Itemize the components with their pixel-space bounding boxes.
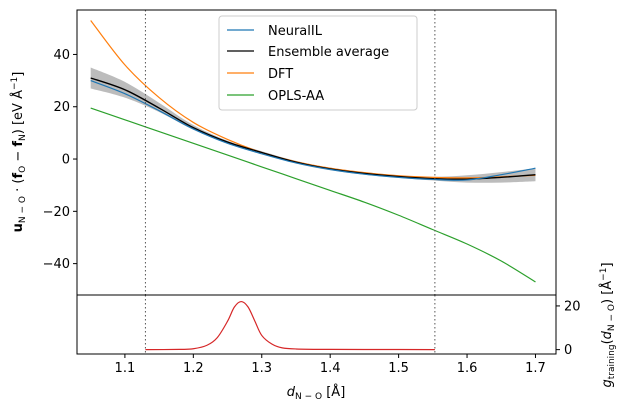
training-distribution-line (145, 300, 435, 351)
xtick-label-6: 1.7 (525, 361, 546, 376)
legend-label-ensemble-average: Ensemble average (268, 45, 389, 60)
top-ytick-label-1: −20 (43, 205, 70, 220)
series-line-opls-aa (90, 107, 536, 283)
xtick-label-0: 1.1 (115, 361, 136, 376)
xtick-label-5: 1.6 (457, 361, 478, 376)
legend-label-opls-aa: OPLS-AA (268, 89, 324, 104)
xtick-label-4: 1.5 (388, 361, 409, 376)
legend-frame (218, 15, 418, 111)
legend-label-dft: DFT (268, 67, 293, 82)
bottom-plot-frame (76, 294, 557, 355)
top-y-axis-label: uN − O · (fO − fN) [eV Å−1] (10, 72, 28, 233)
xtick-label-3: 1.4 (320, 361, 341, 376)
bottom-ytick-label-1: 20 (564, 299, 581, 314)
bottom-y-axis-label: gtraining(dN − O) [Å−1] (599, 262, 617, 387)
top-ytick-label-0: −40 (43, 257, 70, 272)
top-plot-panel: −40 −20 0 20 40 NeuralIL Ensemble average DF… (10, 9, 557, 296)
top-ytick-label-2: 0 (62, 153, 70, 168)
series-line-neuralil (90, 80, 536, 181)
top-ytick-label-4: 40 (53, 48, 70, 63)
top-ytick-label-3: 20 (53, 100, 70, 115)
x-axis-label: dN − O [Å] (287, 384, 346, 402)
xtick-label-2: 1.3 (251, 361, 272, 376)
bottom-plot-panel: 0 20 1.1 1.2 1.3 1.4 1.5 1.6 1.7 dN − O [Å] gtr… (76, 262, 617, 402)
legend: NeuralIL Ensemble average DFT OPLS-AA (218, 15, 418, 111)
xtick-label-1: 1.2 (183, 361, 204, 376)
legend-label-neuralil: NeuralIL (268, 24, 323, 39)
bottom-ytick-label-0: 0 (564, 343, 572, 358)
